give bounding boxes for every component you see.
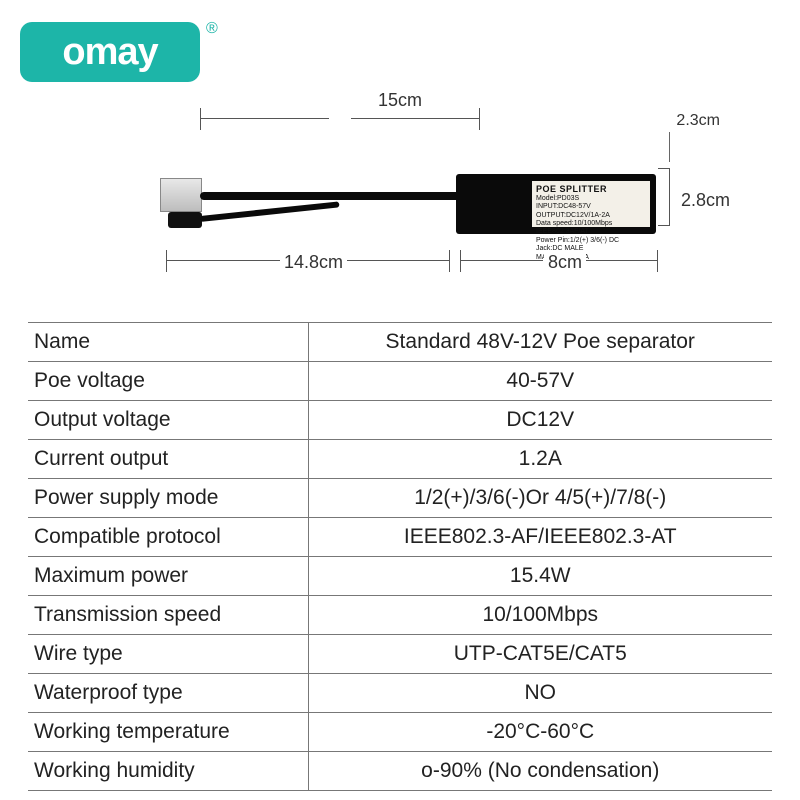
- dimension-bottom-left-label: 14.8cm: [280, 252, 347, 273]
- sticker-line: Model:PD03S: [536, 195, 646, 203]
- spec-key: Wire type: [28, 635, 308, 674]
- table-row: Current output1.2A: [28, 440, 772, 479]
- splitter-body: POE SPLITTER Model:PD03S INPUT:DC48-57V …: [456, 174, 656, 234]
- spec-key: Transmission speed: [28, 596, 308, 635]
- spec-key: Working humidity: [28, 752, 308, 791]
- spec-value: UTP-CAT5E/CAT5: [308, 635, 772, 674]
- spec-value: Standard 48V-12V Poe separator: [308, 323, 772, 362]
- table-row: Maximum power15.4W: [28, 557, 772, 596]
- spec-value: DC12V: [308, 401, 772, 440]
- spec-value: -20°C-60°C: [308, 713, 772, 752]
- splitter-sticker: POE SPLITTER Model:PD03S INPUT:DC48-57V …: [532, 181, 650, 227]
- table-row: Compatible protocolIEEE802.3-AF/IEEE802.…: [28, 518, 772, 557]
- table-row: NameStandard 48V-12V Poe separator: [28, 323, 772, 362]
- spec-key: Name: [28, 323, 308, 362]
- spec-value: 10/100Mbps: [308, 596, 772, 635]
- spec-value: NO: [308, 674, 772, 713]
- dimension-top-right-line: [669, 132, 670, 162]
- ethernet-cable: [200, 192, 460, 200]
- sticker-title: POE SPLITTER: [536, 184, 646, 195]
- dimension-top-right-label: 2.3cm: [676, 112, 720, 130]
- dc-cable: [200, 201, 340, 222]
- spec-value: 1.2A: [308, 440, 772, 479]
- spec-value: 1/2(+)/3/6(-)Or 4/5(+)/7/8(-): [308, 479, 772, 518]
- spec-key: Compatible protocol: [28, 518, 308, 557]
- dimension-right-label: 2.8cm: [681, 190, 730, 211]
- table-row: Waterproof typeNO: [28, 674, 772, 713]
- product-diagram: 15cm 2.3cm 2.8cm POE SPLITTER Model:PD03…: [60, 90, 740, 320]
- rj45-connector-icon: [160, 178, 202, 212]
- specs-table: NameStandard 48V-12V Poe separatorPoe vo…: [28, 322, 772, 791]
- sticker-line: INPUT:DC48-57V OUTPUT:DC12V/1A-2A: [536, 203, 646, 220]
- brand-logo-text: omay: [62, 31, 157, 74]
- spec-key: Current output: [28, 440, 308, 479]
- table-row: Poe voltage40-57V: [28, 362, 772, 401]
- spec-key: Waterproof type: [28, 674, 308, 713]
- dimension-top: [200, 108, 480, 130]
- spec-value: 15.4W: [308, 557, 772, 596]
- table-row: Working humidityo-90% (No condensation): [28, 752, 772, 791]
- dimension-bottom-right-label: 8cm: [544, 252, 586, 273]
- product-image: POE SPLITTER Model:PD03S INPUT:DC48-57V …: [160, 150, 660, 240]
- spec-value: 40-57V: [308, 362, 772, 401]
- registered-mark: ®: [206, 20, 218, 38]
- dc-plug-icon: [168, 212, 202, 228]
- dimension-top-label: 15cm: [374, 90, 426, 111]
- specs-tbody: NameStandard 48V-12V Poe separatorPoe vo…: [28, 323, 772, 791]
- table-row: Power supply mode1/2(+)/3/6(-)Or 4/5(+)/…: [28, 479, 772, 518]
- spec-key: Output voltage: [28, 401, 308, 440]
- table-row: Transmission speed10/100Mbps: [28, 596, 772, 635]
- spec-key: Power supply mode: [28, 479, 308, 518]
- table-row: Wire typeUTP-CAT5E/CAT5: [28, 635, 772, 674]
- spec-key: Poe voltage: [28, 362, 308, 401]
- spec-key: Maximum power: [28, 557, 308, 596]
- table-row: Output voltageDC12V: [28, 401, 772, 440]
- sticker-line: Data speed:10/100Mbps IEEE802.3AF/AT: [536, 220, 646, 237]
- spec-value: IEEE802.3-AF/IEEE802.3-AT: [308, 518, 772, 557]
- table-row: Working temperature-20°C-60°C: [28, 713, 772, 752]
- spec-key: Working temperature: [28, 713, 308, 752]
- brand-logo: omay: [20, 22, 200, 82]
- spec-value: o-90% (No condensation): [308, 752, 772, 791]
